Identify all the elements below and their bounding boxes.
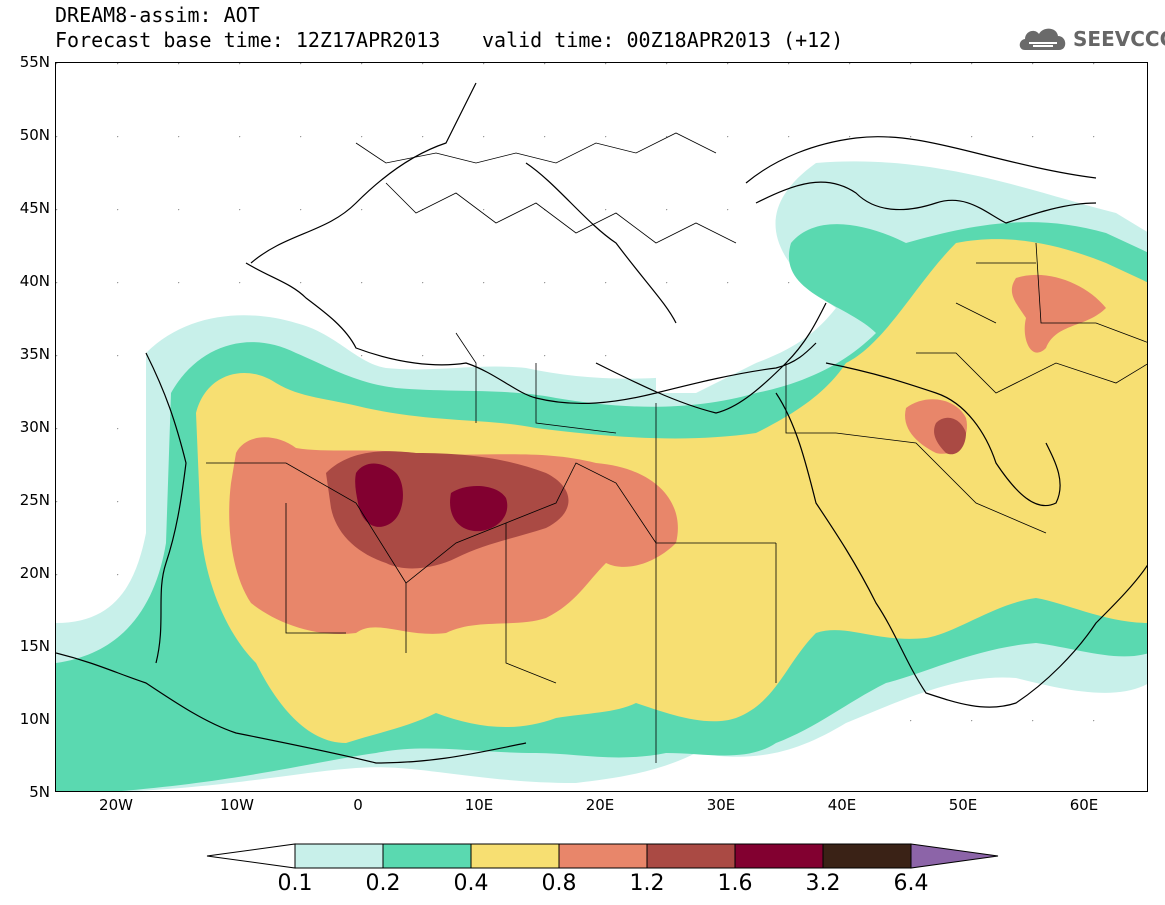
lon-label: 20W bbox=[99, 796, 133, 814]
colorbar-swatch bbox=[822, 843, 912, 869]
colorbar-swatch bbox=[470, 843, 560, 869]
colorbar-label: 0.4 bbox=[453, 871, 489, 896]
lat-label: 55N bbox=[19, 53, 50, 71]
colorbar-high-arrow bbox=[910, 843, 999, 869]
colorbar-swatch bbox=[734, 843, 824, 869]
logo-text: SEEVCCC bbox=[1073, 27, 1165, 51]
lat-label: 5N bbox=[29, 783, 50, 801]
colorbar-label: 1.6 bbox=[717, 871, 753, 896]
lon-label: 20E bbox=[585, 796, 615, 814]
lat-label: 10N bbox=[19, 710, 50, 728]
colorbar-swatch bbox=[646, 843, 736, 869]
aot-map bbox=[56, 63, 1147, 791]
lat-label: 50N bbox=[19, 126, 50, 144]
colorbar-label: 0.8 bbox=[541, 871, 577, 896]
lon-label: 0 bbox=[353, 796, 363, 814]
valid-time: valid time: 00Z18APR2013 (+12) bbox=[482, 28, 844, 52]
colorbar bbox=[206, 843, 999, 869]
lon-label: 40E bbox=[827, 796, 857, 814]
lon-label: 10W bbox=[220, 796, 254, 814]
colorbar-label: 6.4 bbox=[893, 871, 929, 896]
lon-label: 50E bbox=[948, 796, 978, 814]
lat-label: 40N bbox=[19, 272, 50, 290]
map-title: DREAM8-assim: AOT bbox=[55, 3, 260, 27]
lat-label: 25N bbox=[19, 491, 50, 509]
lat-label: 35N bbox=[19, 345, 50, 363]
aot-band-1-6 bbox=[355, 463, 508, 532]
forecast-base-time: Forecast base time: 12Z17APR2013 bbox=[55, 28, 441, 52]
coastlines bbox=[56, 82, 1147, 764]
lat-label: 45N bbox=[19, 199, 50, 217]
seevccc-logo: SEEVCCC bbox=[1017, 22, 1165, 56]
colorbar-label: 0.1 bbox=[277, 871, 313, 896]
cloud-icon bbox=[1019, 28, 1066, 50]
lon-label: 30E bbox=[706, 796, 736, 814]
lon-label: 60E bbox=[1069, 796, 1099, 814]
colorbar-label: 0.2 bbox=[365, 871, 401, 896]
country-borders bbox=[206, 132, 1147, 763]
lat-label: 20N bbox=[19, 564, 50, 582]
colorbar-label: 3.2 bbox=[805, 871, 841, 896]
lat-label: 30N bbox=[19, 418, 50, 436]
colorbar-swatch bbox=[382, 843, 472, 869]
lat-label: 15N bbox=[19, 637, 50, 655]
map-area bbox=[55, 62, 1148, 792]
colorbar-swatch bbox=[558, 843, 648, 869]
colorbar-swatch bbox=[294, 843, 384, 869]
colorbar-label: 1.2 bbox=[629, 871, 665, 896]
colorbar-low-arrow bbox=[206, 843, 296, 869]
lon-label: 10E bbox=[464, 796, 494, 814]
